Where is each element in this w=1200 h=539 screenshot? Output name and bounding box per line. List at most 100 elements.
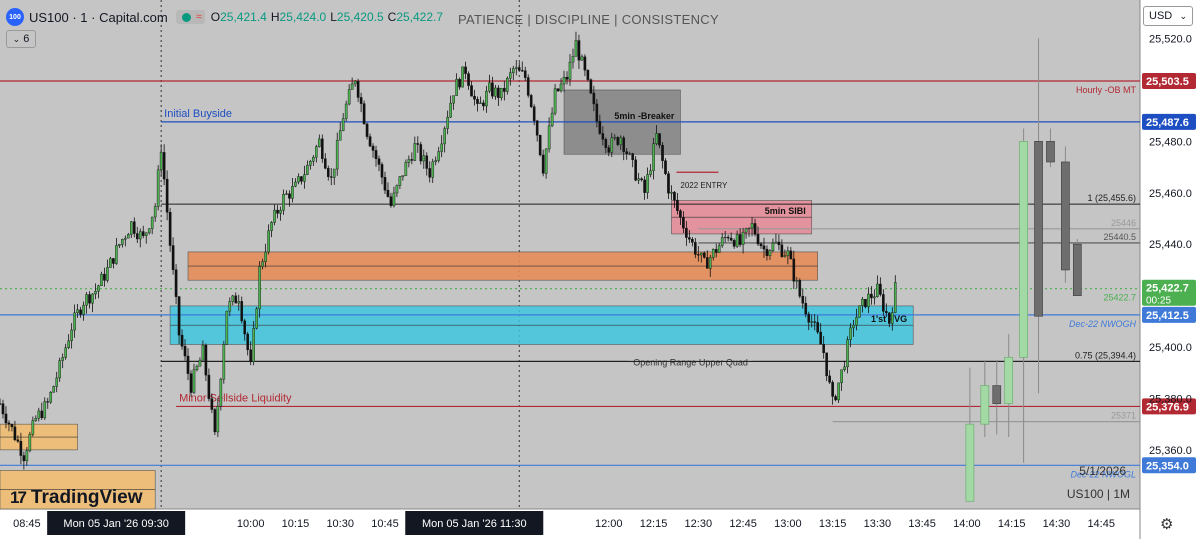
candle-body [568, 61, 572, 80]
candle-body [392, 192, 396, 206]
level-label-8: 0.75 (25,394.4) [1075, 350, 1136, 360]
zone-label-0: 5min -Breaker [614, 111, 675, 121]
candle-body [135, 233, 139, 240]
candle-body [297, 176, 300, 183]
candle-body [547, 125, 551, 150]
tradingview-logo[interactable]: 17 TradingView [10, 487, 143, 509]
candle-body [210, 398, 214, 410]
candle-body [831, 382, 834, 397]
candle-body [852, 324, 855, 329]
candle-body [679, 210, 682, 218]
candle-body [422, 155, 426, 162]
candle-body [798, 280, 802, 297]
candle-body [643, 179, 646, 193]
candle-body [705, 257, 709, 269]
price-tag-bg-9 [1142, 398, 1196, 415]
price-tick-2: 25,460.0 [1149, 188, 1192, 200]
candle-body [237, 301, 241, 304]
candle-body [255, 308, 258, 329]
candle-body [541, 154, 545, 174]
candle-body [702, 252, 706, 258]
price-tick-7: 25,360.0 [1149, 445, 1192, 457]
candle-body [443, 128, 446, 145]
candle-body [55, 377, 59, 387]
last-price-tag-bg [1142, 279, 1196, 306]
candle-body [440, 143, 443, 152]
candle-body [306, 165, 309, 175]
price-tick-3: 25,440.0 [1149, 239, 1192, 251]
candle-body [189, 373, 193, 393]
candle-body [425, 155, 429, 169]
level-label-10: 25371 [1111, 411, 1136, 421]
candle-body [598, 121, 602, 134]
level-label-3: 25446 [1111, 218, 1136, 228]
candle-body [174, 269, 178, 297]
candle-body [198, 359, 202, 367]
candle-body [577, 40, 581, 61]
candle-body [180, 334, 184, 347]
currency-select[interactable]: USD ⌄ [1143, 6, 1193, 26]
price-tag-bg-6 [1142, 306, 1196, 323]
candle-body [282, 193, 285, 211]
candle-body [10, 424, 14, 428]
candle-body [132, 221, 136, 234]
level-label-6: Dec-22 NWOGH [1069, 319, 1137, 329]
candle-body [106, 267, 109, 281]
chevron-down-icon: ⌄ [12, 33, 21, 44]
candle-body [0, 403, 2, 405]
settings-gear-icon[interactable]: ⚙ [1160, 516, 1174, 533]
last-price-value: 25,422.7 [1146, 283, 1189, 295]
candle-body [374, 150, 378, 159]
candle-body [795, 280, 799, 282]
candle-body [628, 153, 631, 155]
candle-body [870, 293, 873, 299]
candle-body [586, 69, 590, 80]
candle-body [667, 173, 670, 194]
candle-body [867, 293, 870, 308]
tradingview-logo-icon: 17 [10, 488, 27, 507]
candle-body [112, 258, 115, 264]
candle-body [604, 139, 608, 148]
candle-body [616, 137, 620, 145]
candle-body [261, 261, 264, 267]
candle-body [141, 231, 145, 236]
candle-body [4, 413, 8, 424]
candle-body [410, 159, 414, 161]
candle-body [649, 170, 652, 175]
htf-candle-7 [1061, 161, 1070, 271]
level-label-2: 1 (25,455.6) [1087, 193, 1136, 203]
candle-body [395, 185, 399, 194]
indicator-status-pill[interactable]: ≈ [175, 10, 205, 24]
candle-body [688, 237, 691, 240]
candle-body [118, 244, 121, 246]
symbol-icon: 100 [6, 8, 24, 26]
candle-body [153, 206, 157, 218]
time-tick-3: 10:00 [237, 518, 265, 530]
time-tick-15: 13:30 [864, 518, 892, 530]
candle-body [147, 228, 151, 234]
candle-body [726, 236, 730, 239]
candle-body [294, 181, 297, 187]
time-tick-19: 14:30 [1043, 518, 1071, 530]
candle-body [407, 159, 411, 163]
candle-body [431, 161, 435, 178]
chevron-down-icon: ⌄ [1179, 10, 1187, 21]
candle-body [771, 242, 775, 251]
candle-body [401, 175, 405, 177]
candle-body [646, 174, 649, 193]
candle-body [321, 138, 324, 159]
symbol-title[interactable]: US100 · 1 · Capital.com [29, 9, 168, 25]
indicators-toggle-button[interactable]: ⌄ 6 [6, 30, 36, 48]
candle-body [207, 374, 211, 399]
candle-body [416, 143, 420, 145]
candle-body [279, 209, 282, 214]
price-tag-6: 25,412.5 [1146, 310, 1189, 322]
candle-body [759, 243, 763, 247]
candle-body [49, 392, 53, 403]
candle-body [479, 102, 482, 104]
candle-body [177, 296, 181, 336]
time-tick-4: 10:15 [282, 518, 310, 530]
candle-body [94, 290, 97, 295]
tradingview-logo-text: TradingView [30, 487, 143, 508]
